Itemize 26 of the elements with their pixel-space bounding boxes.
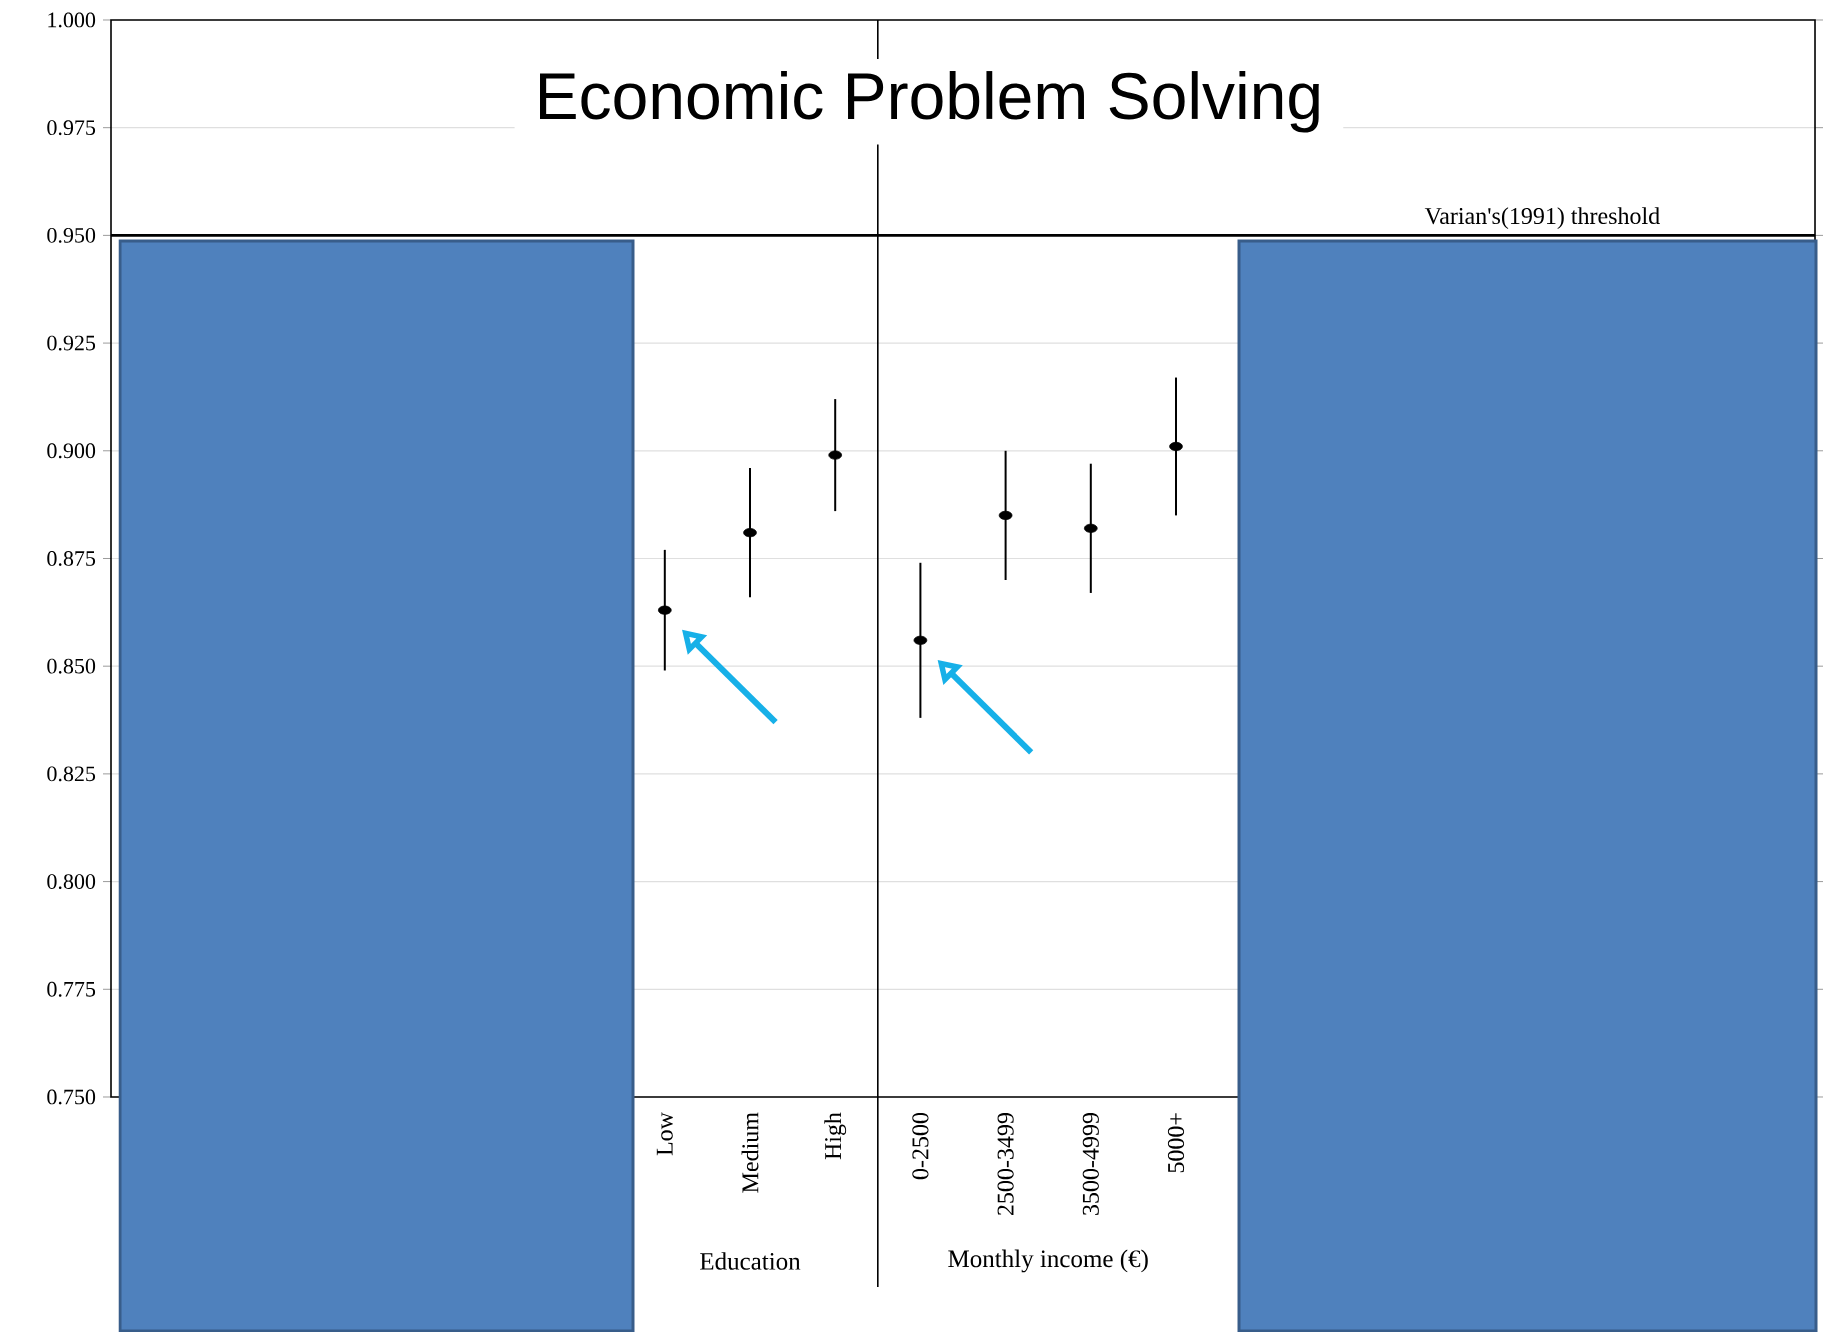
point (1084, 523, 1098, 533)
x-tick-label: 0-2500 (912, 1112, 929, 1179)
x-tick-label: 2500-3499 (997, 1112, 1014, 1215)
point (1169, 441, 1183, 451)
y-tick-label: 1.000 (48, 12, 96, 28)
ref-line-label: Varian's(1991) threshold (1424, 206, 1660, 229)
x-tick-label: 3500-4999 (1082, 1112, 1099, 1215)
x-tick-label: High (824, 1112, 847, 1160)
y-tick-label: 0.750 (47, 1089, 96, 1105)
x-tick-label: 5000+ (1167, 1113, 1185, 1172)
text: Education (700, 1251, 801, 1270)
y-tick-label: 0.925 (47, 335, 96, 351)
x-tick-label: Medium (741, 1112, 759, 1193)
x-tick-label: Low (656, 1111, 673, 1156)
y-tick-label: 0.850 (47, 658, 96, 674)
y-tick-label: 0.950 (47, 227, 96, 243)
point (743, 527, 757, 537)
y-tick-label: 0.975 (47, 120, 96, 135)
y-tick-label: 0.900 (47, 443, 96, 459)
text: Economic Problem Solving (540, 70, 1319, 133)
y-tick-label: 0.875 (47, 550, 96, 566)
y-tick-label: 0.825 (47, 766, 96, 782)
text: Monthly income (€) (948, 1249, 1148, 1273)
y-tick-label: 0.800 (47, 873, 96, 889)
y-tick-label: 0.775 (47, 981, 96, 997)
point (658, 605, 672, 615)
